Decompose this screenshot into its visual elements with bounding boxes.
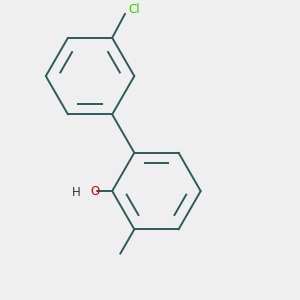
Text: H: H (72, 186, 81, 199)
Text: Cl: Cl (128, 3, 140, 16)
Text: O: O (91, 184, 100, 197)
